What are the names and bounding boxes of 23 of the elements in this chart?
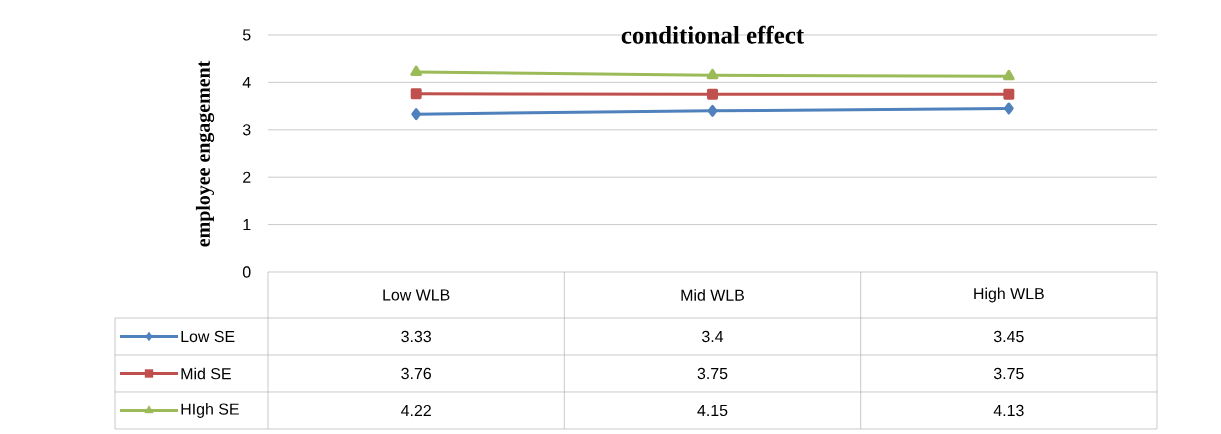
data-label: 3.33 [401, 330, 431, 343]
y-tick-label: 3 [242, 124, 251, 136]
legend-label: Low SE [181, 330, 235, 343]
y-tick-label: 4 [242, 76, 251, 88]
y-tick-label: 5 [242, 29, 251, 41]
x-tick-label: Low WLB [383, 289, 450, 301]
x-tick-label: Mid WLB [681, 289, 744, 301]
data-label: 4.13 [993, 404, 1024, 417]
data-label: 3.75 [993, 367, 1024, 380]
x-tick-label: High WLB [974, 287, 1044, 303]
data-label: 3.76 [401, 367, 431, 380]
data-label: 4.15 [697, 404, 728, 417]
legend-label: HIgh SE [181, 403, 239, 418]
y-axis-title: employee engagement [195, 60, 215, 247]
legend-label: Mid SE [181, 367, 231, 380]
data-label: 3.4 [702, 330, 724, 343]
data-label: 4.22 [401, 404, 431, 417]
chart-title: conditional effect [621, 25, 805, 44]
y-tick-label: 0 [242, 266, 251, 278]
data-label: 3.45 [993, 330, 1024, 343]
y-tick-label: 1 [243, 219, 251, 231]
y-tick-label: 2 [243, 171, 251, 183]
data-label: 3.75 [697, 367, 728, 380]
